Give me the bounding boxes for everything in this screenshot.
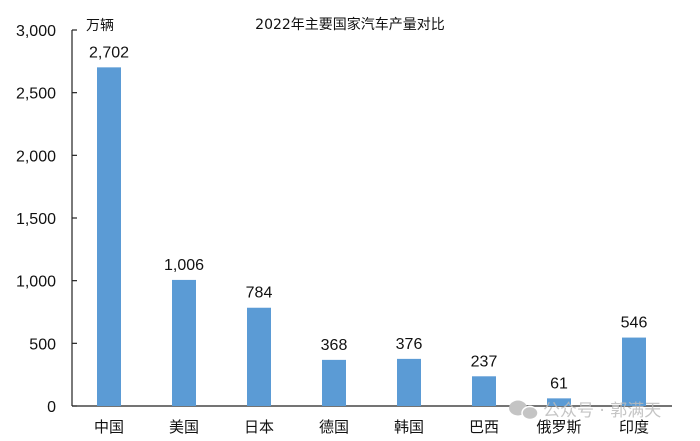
x-category-label: 日本 <box>244 418 274 436</box>
y-tick-label: 3,000 <box>16 23 56 40</box>
x-category-label: 印度 <box>619 418 649 436</box>
bar <box>322 359 346 406</box>
bar <box>172 279 196 406</box>
wechat-icon <box>509 400 539 421</box>
y-tick-label: 500 <box>29 336 56 353</box>
y-tick-label: 0 <box>47 399 56 416</box>
chart-title: 2022年主要国家汽车产量对比 <box>255 16 445 33</box>
y-tick-label: 1,000 <box>16 274 56 291</box>
x-category-label: 中国 <box>94 418 124 436</box>
bar <box>472 376 496 406</box>
bar <box>622 337 646 406</box>
data-label: 784 <box>246 285 273 302</box>
data-label: 368 <box>321 337 348 354</box>
watermark: 公众号 · 郭满天 <box>509 400 661 421</box>
data-label: 237 <box>471 353 498 370</box>
bar <box>247 307 271 406</box>
data-label: 2,702 <box>89 44 129 61</box>
data-label: 1,006 <box>164 257 204 274</box>
x-category-label: 美国 <box>169 418 199 436</box>
y-tick-label: 2,000 <box>16 148 56 165</box>
data-label: 61 <box>550 375 568 392</box>
bar <box>547 398 571 406</box>
y-axis-unit-label: 万辆 <box>86 18 114 34</box>
data-label: 546 <box>621 315 648 332</box>
y-tick-label: 2,500 <box>16 86 56 103</box>
data-label: 376 <box>396 336 423 353</box>
y-tick-label: 1,500 <box>16 211 56 228</box>
bar <box>397 358 421 406</box>
bar <box>97 67 121 406</box>
watermark-text: 公众号 · 郭满天 <box>543 401 661 421</box>
x-category-label: 德国 <box>319 418 349 436</box>
x-category-label: 俄罗斯 <box>536 418 581 436</box>
x-category-label: 韩国 <box>394 418 424 436</box>
x-category-label: 巴西 <box>469 418 499 436</box>
